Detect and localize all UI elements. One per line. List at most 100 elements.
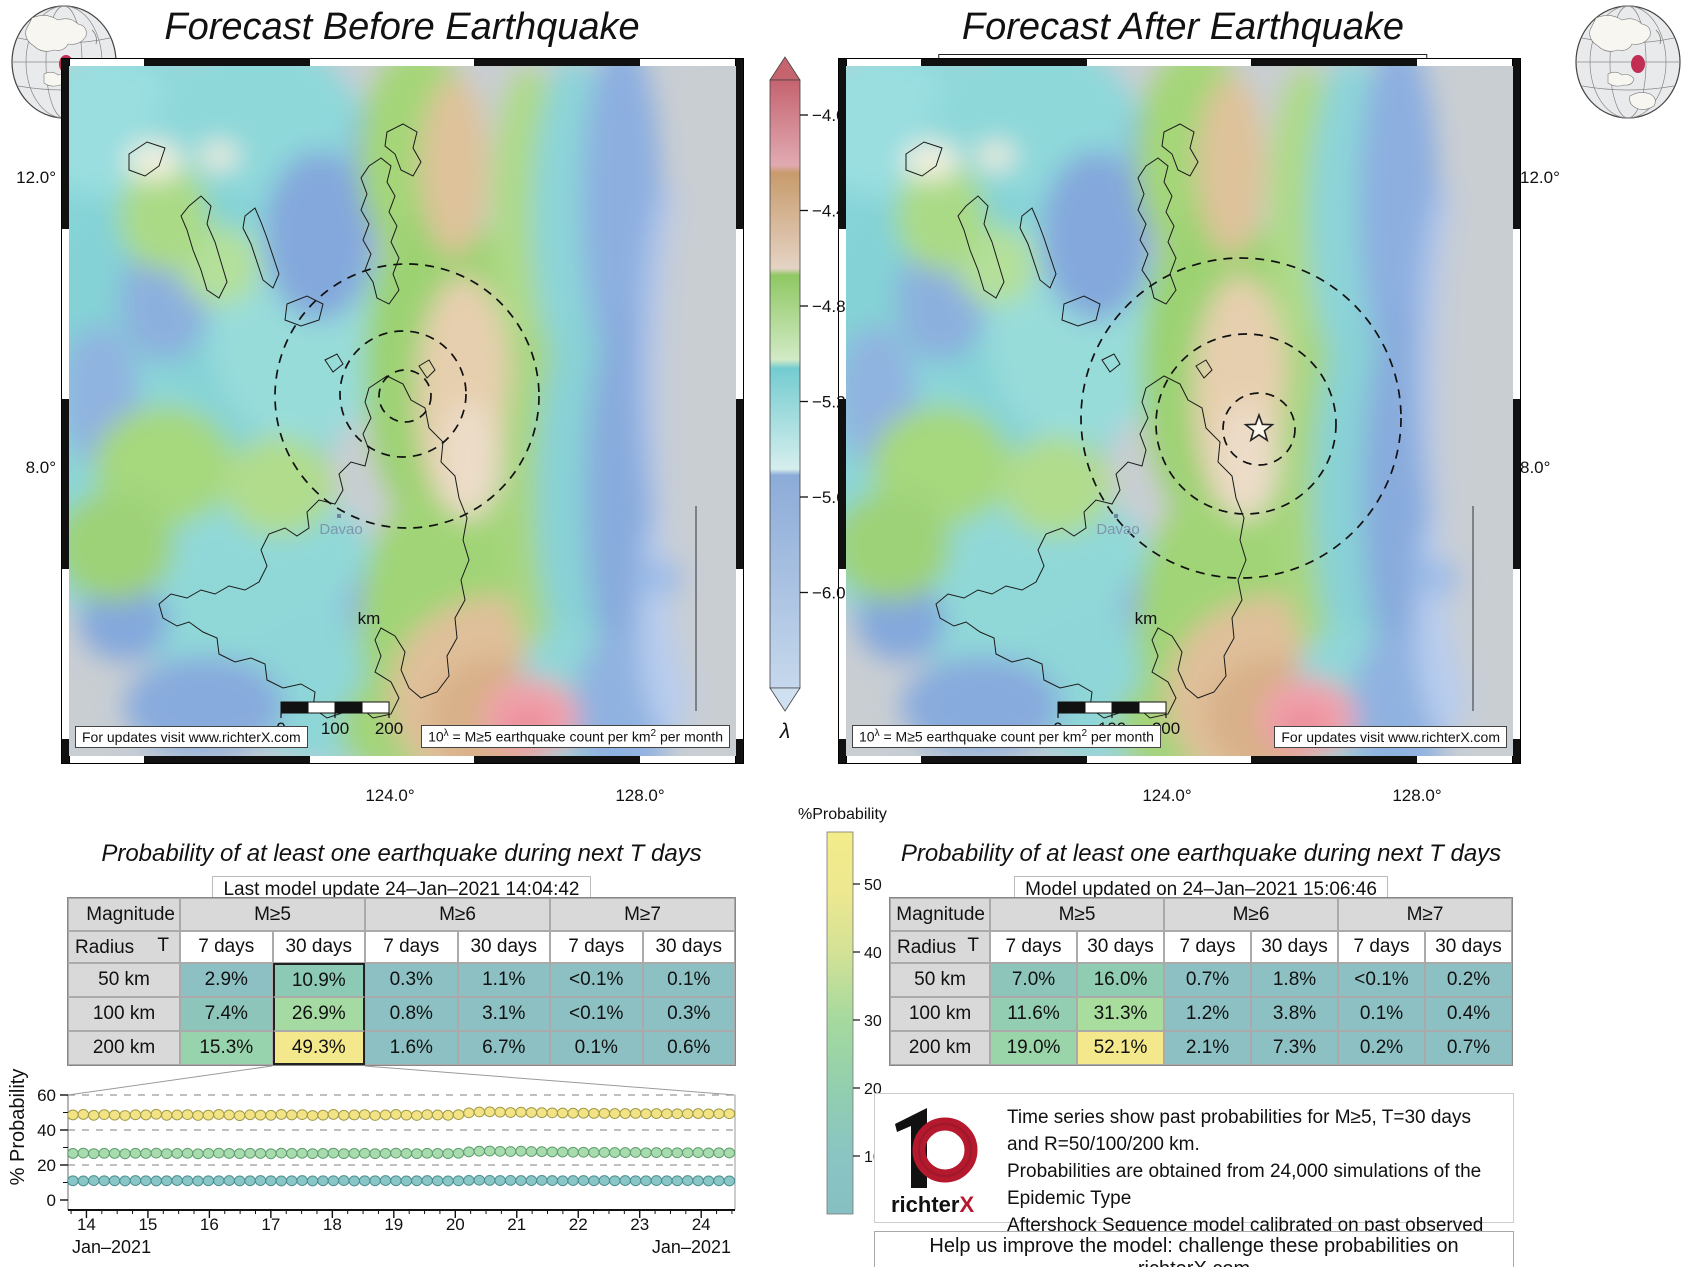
- coastlines: [905, 123, 1247, 719]
- lat-label: 8.0°: [1520, 458, 1551, 477]
- prob-cell: 1.6%: [365, 1031, 458, 1065]
- series-m-5-t-30-days-r-100-km: [67, 1145, 736, 1160]
- y-tick-label: 60: [37, 1086, 56, 1105]
- richterx-wordmark: richterX: [891, 1192, 974, 1216]
- study-region-dot: [1631, 55, 1645, 73]
- forecast-radius-circle: [339, 330, 467, 458]
- prob-cell: 1.8%: [1251, 963, 1338, 997]
- lambda-tick-label: −4.4: [812, 202, 846, 221]
- prob-cell: 7.4%: [180, 997, 273, 1031]
- prob-cell: 3.1%: [457, 997, 550, 1031]
- prob-cell: 0.3%: [365, 963, 458, 997]
- prob-colorbar-tick-label: 30: [864, 1013, 882, 1030]
- prob-cell: 31.3%: [1077, 997, 1164, 1031]
- lon-label: 124.0°: [1142, 786, 1192, 805]
- richterx-logo: richterX: [891, 1108, 978, 1216]
- prob-colorbar-tick-label: 50: [864, 877, 882, 894]
- lat-label: 8.0°: [25, 458, 56, 477]
- radius-label: 50 km: [68, 963, 180, 997]
- prob-cell: 2.9%: [180, 963, 273, 997]
- x-tick-label: 21: [507, 1215, 526, 1234]
- map-after-earthquake: Davaokm0100200 10λ = M≥5 earthquake coun…: [756, 36, 1556, 801]
- help-banner: Help us improve the model: challenge the…: [874, 1231, 1514, 1267]
- prob-cell: 15.3%: [180, 1031, 273, 1065]
- x-tick-label: 14: [77, 1215, 96, 1234]
- day-header: 7 days: [180, 931, 273, 963]
- corner-radius-t: Radius T: [68, 931, 180, 963]
- prob-cell: 26.9%: [272, 997, 365, 1031]
- city-label-davao: Davao: [319, 521, 362, 538]
- prob-cell: 0.4%: [1425, 997, 1512, 1031]
- radius-label: 100 km: [890, 997, 990, 1031]
- prob-cell: 0.3%: [642, 997, 735, 1031]
- updates-box: For updates visit www.richterX.com: [75, 726, 308, 748]
- y-tick-label: 20: [37, 1156, 56, 1175]
- forecast-radius-circle: [274, 263, 540, 529]
- corner-radius-t: Radius T: [890, 931, 990, 963]
- globe-inset-right: [1575, 5, 1681, 119]
- prob-cell: 0.1%: [642, 963, 735, 997]
- day-header: 7 days: [1164, 931, 1251, 963]
- forecast-radius-circle: [378, 369, 432, 423]
- day-header: 7 days: [365, 931, 458, 963]
- rate-map-after: Davaokm0100200: [756, 36, 1556, 801]
- group-header: M≥7: [1338, 898, 1512, 931]
- series-m-5-t-30-days-r-200-km: [67, 1106, 736, 1122]
- day-header: 30 days: [1077, 931, 1164, 963]
- group-header: M≥5: [180, 898, 365, 931]
- prob-cell: 0.8%: [365, 997, 458, 1031]
- prob-cell: 3.8%: [1251, 997, 1338, 1031]
- day-header: 30 days: [1425, 931, 1512, 963]
- lambda-tick-label: −4.8: [812, 297, 846, 316]
- prob-title-right: Probability of at least one earthquake d…: [900, 840, 1502, 867]
- x-tick-label: 23: [630, 1215, 649, 1234]
- model-info-box: richterX Time series show past probabili…: [874, 1093, 1514, 1263]
- radius-label: 50 km: [890, 963, 990, 997]
- prob-cell: 0.2%: [1338, 1031, 1425, 1065]
- group-header: M≥6: [365, 898, 550, 931]
- lon-label: 128.0°: [1392, 786, 1442, 805]
- group-header: M≥6: [1164, 898, 1338, 931]
- info-line: Time series show past probabilities for …: [1007, 1107, 1471, 1155]
- radius-label: 200 km: [890, 1031, 990, 1065]
- radius-label: 200 km: [68, 1031, 180, 1065]
- lambda-axis-label: λ: [779, 720, 790, 743]
- prob-title-left: Probability of at least one earthquake d…: [101, 840, 702, 867]
- forecast-radius-circle: [1080, 257, 1402, 579]
- group-header: M≥5: [990, 898, 1164, 931]
- lambda-tick-label: −4.0: [812, 106, 846, 125]
- probability-timeseries-chart: 14 15 16 17 18 19 20 21 22 23 24 Jan–2021 Jan–2021 0 2…: [37, 1065, 736, 1257]
- x-tick-label: 20: [446, 1215, 465, 1234]
- prob-cell: 0.7%: [1164, 963, 1251, 997]
- y-tick-label: 40: [37, 1121, 56, 1140]
- lambda-tick-label: −5.2: [812, 393, 846, 412]
- svg-text:200: 200: [375, 719, 403, 738]
- title-forecast-after: Forecast After Earthquake: [961, 6, 1405, 48]
- prob-cell: 16.0%: [1077, 963, 1164, 997]
- probability-table-after: Magnitude M≥5 M≥6 M≥7 Radius T 7 days 30 days 7 …: [889, 897, 1513, 1066]
- x-tick-label: 19: [384, 1215, 403, 1234]
- coastlines: [128, 123, 470, 719]
- svg-text:100: 100: [321, 719, 349, 738]
- series-m-5-t-30-days-r-50-km: [67, 1174, 736, 1187]
- prob-cell: 6.7%: [457, 1031, 550, 1065]
- group-header: M≥7: [550, 898, 735, 931]
- prob-cell: 0.6%: [642, 1031, 735, 1065]
- prob-cell: <0.1%: [1338, 963, 1425, 997]
- lat-label: 12.0°: [16, 168, 56, 187]
- info-line: Probabilities are obtained from 24,000 s…: [1007, 1161, 1482, 1209]
- lambda-formula-box: 10λ = M≥5 earthquake count per km2 per m…: [421, 725, 730, 748]
- probability-table-before: Magnitude M≥5 M≥6 M≥7 Radius T 7 days 30 days 7 …: [67, 897, 736, 1066]
- x-tick-label: 22: [569, 1215, 588, 1234]
- lambda-colorbar: −4.0 −4.4 −4.8 −5.2 −5.6 −6.0 λ: [769, 56, 846, 743]
- day-header: 30 days: [642, 931, 735, 963]
- radius-label: 100 km: [68, 997, 180, 1031]
- prob-cell: 0.1%: [550, 1031, 643, 1065]
- prob-cell: 0.2%: [1425, 963, 1512, 997]
- day-header: 30 days: [1251, 931, 1338, 963]
- prob-cell: 7.0%: [990, 963, 1077, 997]
- model-info-text: Time series show past probabilities for …: [1007, 1104, 1505, 1267]
- prob-colorbar-tick-label: 40: [864, 945, 882, 962]
- prob-cell: 49.3%: [272, 1031, 365, 1065]
